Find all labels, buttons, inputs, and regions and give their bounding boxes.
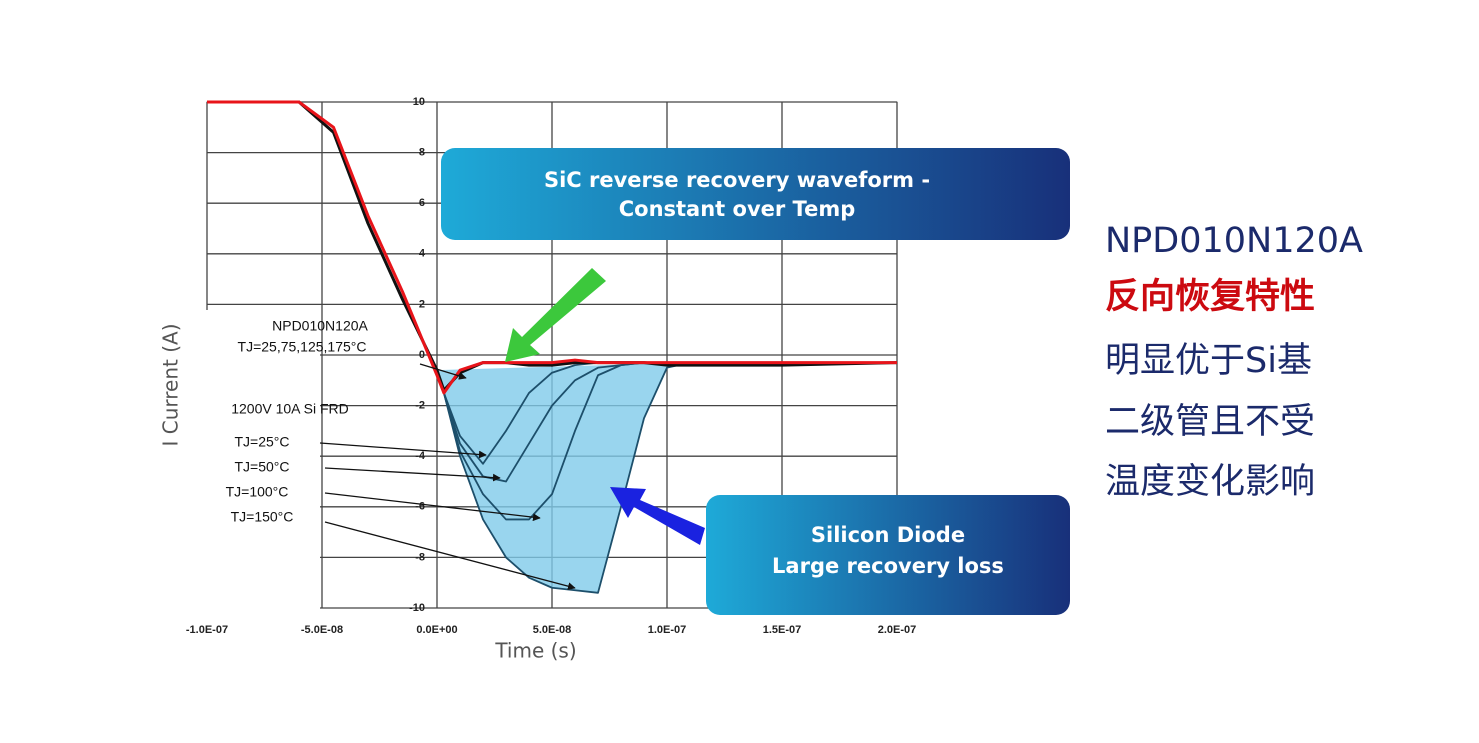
y-tick-label: -2 [415,400,425,412]
line [207,100,897,395]
pointer-lines [319,363,576,590]
y-tick-label: -10 [409,602,425,614]
callout-box [441,148,1070,240]
callout-text: Constant over Temp [619,197,856,221]
annotation: 1200V 10A Si FRD [231,401,349,417]
side-line: 明显优于Si基 [1105,341,1312,381]
blue-arrow [610,487,705,545]
x-axis-label: Time (s) [494,639,576,663]
label-box [205,310,320,610]
y-tick-label: -4 [415,450,426,462]
y-tick-label: -8 [415,551,425,563]
y-tick-label: 0 [419,349,425,361]
heading: 反向恢复特性 [1105,277,1315,317]
series-label: TJ=100°C [226,484,289,500]
callout-text: Silicon Diode [811,523,965,547]
x-tick-label: 1.5E-07 [763,624,802,636]
y-tick-label: 10 [413,96,425,108]
part-number: NPD010N120A [1105,221,1363,261]
x-tick-label: -5.0E-08 [301,624,343,636]
line [436,361,645,483]
x-tick-label: 0.0E+00 [416,624,457,636]
line [436,361,691,594]
x-tick-label: 5.0E-08 [533,624,572,636]
y-tick-label: 6 [419,197,425,209]
y-tick-label: 2 [419,298,425,310]
annotation: TJ=25,75,125,175°C [238,339,367,355]
callout-text: SiC reverse recovery waveform - [544,168,930,192]
side-line: 二级管且不受 [1105,402,1315,442]
callout-box [706,495,1070,615]
ticks: 10 8 6 4 2 0 -2 -4 -6 -8 -10 -1.0E-07 -5.0E-08 0.0E+0… [186,96,916,636]
y-tick-label: -6 [415,501,425,513]
line [436,361,599,465]
series-label: TJ=50°C [234,459,289,475]
y-axis-label: I Current (A) [159,323,183,446]
area [437,362,690,593]
x-tick-label: -1.0E-07 [186,624,228,636]
series-label: TJ=25°C [234,434,289,450]
side-line: 温度变化影响 [1105,462,1315,502]
series-label: TJ=150°C [231,509,294,525]
plot [207,100,898,594]
callout-text: Large recovery loss [772,554,1004,578]
x-tick-label: 1.0E-07 [648,624,687,636]
x-tick-label: 2.0E-07 [878,624,917,636]
y-tick-label: 4 [419,248,426,260]
y-tick-label: 8 [419,147,425,159]
green-arrow [505,268,606,362]
annotation: NPD010N120A [272,318,368,334]
